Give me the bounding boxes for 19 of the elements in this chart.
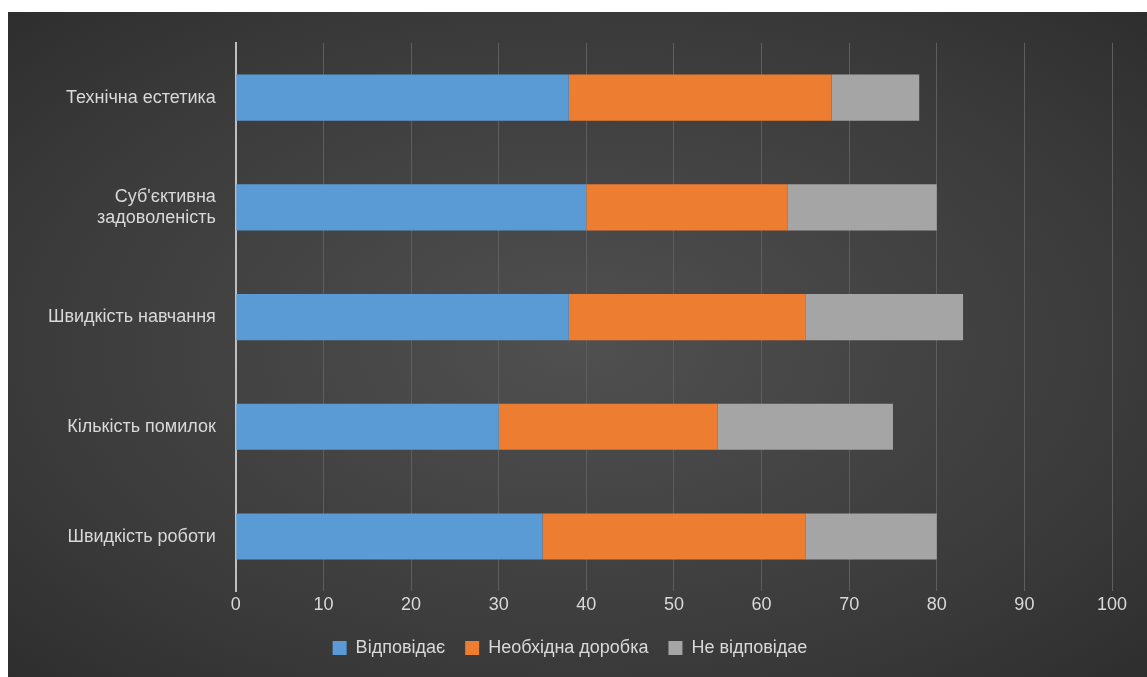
y-tick-label: Суб'єктивна задоволеність bbox=[97, 185, 217, 228]
y-tick-label: Швидкість роботи bbox=[67, 525, 216, 546]
x-tick-label: 10 bbox=[313, 594, 334, 615]
x-tick-label: 50 bbox=[663, 594, 684, 615]
legend-label: Відповідає bbox=[355, 636, 446, 657]
legend-label: Необхідна доробка bbox=[488, 636, 650, 657]
x-tick-label: 60 bbox=[751, 594, 772, 615]
x-tick-label: 100 bbox=[1096, 594, 1128, 615]
x-tick-label: 0 bbox=[230, 594, 241, 615]
x-tick-label: 90 bbox=[1014, 594, 1035, 615]
x-tick-label: 20 bbox=[401, 594, 422, 615]
x-tick-label: 70 bbox=[839, 594, 860, 615]
x-tick-label: 80 bbox=[926, 594, 947, 615]
y-tick-label: Швидкість навчання bbox=[47, 306, 216, 327]
y-tick-label: Кількість помилок bbox=[67, 415, 216, 436]
legend-label: Не відповідае bbox=[691, 636, 808, 657]
x-tick-label: 30 bbox=[488, 594, 509, 615]
y-tick-label: Технічна естетика bbox=[65, 86, 217, 107]
x-tick-label: 40 bbox=[576, 594, 597, 615]
